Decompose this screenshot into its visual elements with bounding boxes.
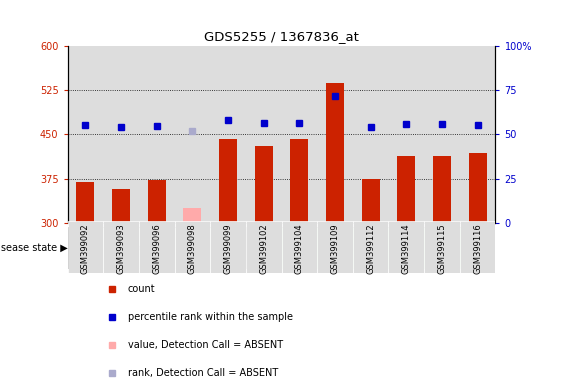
FancyBboxPatch shape <box>388 221 424 273</box>
Text: count: count <box>128 285 155 295</box>
FancyBboxPatch shape <box>353 221 388 273</box>
Bar <box>291 139 309 223</box>
Bar <box>361 179 379 223</box>
Bar <box>254 146 272 223</box>
Text: diabetes: diabetes <box>347 243 395 253</box>
Text: GSM399109: GSM399109 <box>330 223 339 274</box>
Bar <box>246 46 282 223</box>
Text: GSM399104: GSM399104 <box>295 223 304 274</box>
Bar <box>388 46 424 223</box>
FancyBboxPatch shape <box>460 221 495 273</box>
FancyBboxPatch shape <box>246 221 282 273</box>
Bar <box>282 46 317 223</box>
Text: GSM399116: GSM399116 <box>473 223 482 274</box>
Bar <box>103 46 139 223</box>
FancyBboxPatch shape <box>103 221 139 273</box>
Text: GSM399096: GSM399096 <box>152 223 161 274</box>
Bar <box>397 156 415 223</box>
FancyBboxPatch shape <box>175 221 210 273</box>
Bar <box>317 46 353 223</box>
Bar <box>112 189 130 223</box>
Text: GSM399099: GSM399099 <box>224 223 233 274</box>
Text: GSM399102: GSM399102 <box>259 223 268 274</box>
Text: value, Detection Call = ABSENT: value, Detection Call = ABSENT <box>128 340 283 350</box>
Text: GSM399112: GSM399112 <box>366 223 375 274</box>
Text: rank, Detection Call = ABSENT: rank, Detection Call = ABSENT <box>128 368 278 378</box>
Text: disease state ▶: disease state ▶ <box>0 243 68 253</box>
Text: control: control <box>137 243 176 253</box>
FancyBboxPatch shape <box>210 221 246 273</box>
Bar <box>148 180 166 223</box>
FancyBboxPatch shape <box>317 221 353 273</box>
FancyBboxPatch shape <box>282 221 317 273</box>
Text: GSM399098: GSM399098 <box>188 223 197 274</box>
Bar <box>184 208 202 223</box>
Bar <box>433 156 451 223</box>
Bar <box>424 46 460 223</box>
Bar <box>77 182 95 223</box>
FancyBboxPatch shape <box>139 221 175 273</box>
FancyBboxPatch shape <box>68 227 246 269</box>
Bar <box>468 153 486 223</box>
Text: GSM399093: GSM399093 <box>117 223 126 274</box>
Bar <box>219 139 237 223</box>
FancyBboxPatch shape <box>424 221 460 273</box>
Text: percentile rank within the sample: percentile rank within the sample <box>128 312 293 322</box>
Bar <box>210 46 246 223</box>
Text: GSM399114: GSM399114 <box>402 223 411 274</box>
Text: GSM399115: GSM399115 <box>437 223 446 274</box>
FancyBboxPatch shape <box>68 221 103 273</box>
Bar <box>139 46 175 223</box>
Bar <box>460 46 495 223</box>
Bar <box>353 46 388 223</box>
FancyBboxPatch shape <box>246 227 495 269</box>
Text: GSM399092: GSM399092 <box>81 223 90 274</box>
Bar <box>175 46 210 223</box>
Bar <box>68 46 103 223</box>
Title: GDS5255 / 1367836_at: GDS5255 / 1367836_at <box>204 30 359 43</box>
Bar <box>326 83 344 223</box>
